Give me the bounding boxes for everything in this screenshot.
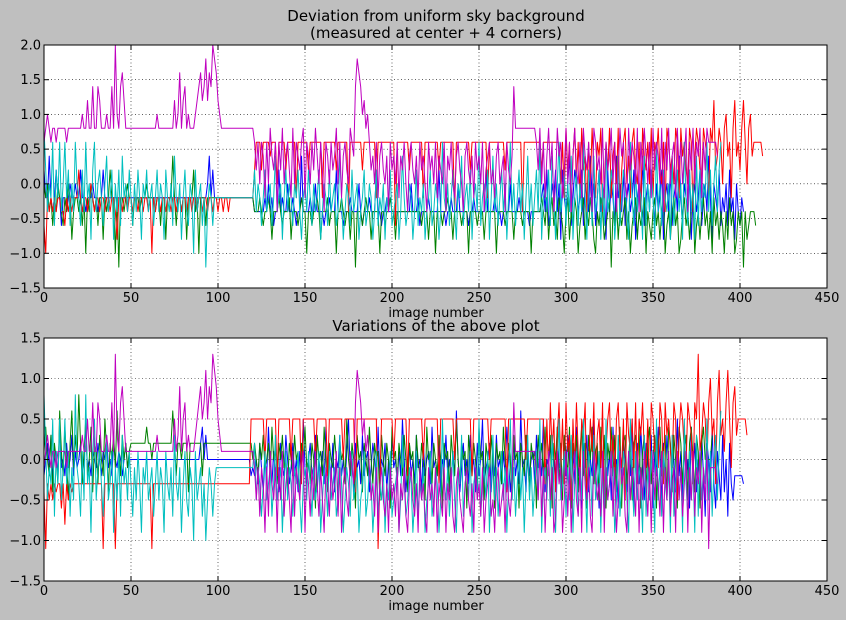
- variations-x-tick-label: 250: [467, 584, 492, 599]
- deviation-chart-subtitle: (measured at center + 4 corners): [310, 24, 562, 42]
- variations-lines: [43, 353, 748, 550]
- variations-y-tick-label: 0.5: [20, 413, 41, 428]
- deviation-y-tick-label: 1.0: [20, 108, 41, 123]
- deviation-x-tick-label: 250: [467, 291, 492, 306]
- variations-y-tick-label: −1.5: [9, 575, 41, 590]
- variations-x-tick-label: 450: [815, 584, 840, 599]
- deviation-x-tick-label: 100: [206, 291, 231, 306]
- deviation-y-tick-label: 2.0: [20, 39, 41, 54]
- variations-y-tick-label: 1.5: [20, 332, 41, 347]
- deviation-chart-title: Deviation from uniform sky background: [287, 7, 584, 25]
- variations-ticks: 0 50 100 150 200 250 300 350 400 450 −1.5 −1.0 −0.5 0…: [9, 332, 839, 600]
- deviation-plot-frame: [43, 44, 828, 289]
- variations-y-tick-label: 0.0: [20, 453, 41, 468]
- variations-x-axis-label: image number: [388, 599, 484, 614]
- deviation-x-tick-label: 50: [123, 291, 140, 306]
- variations-x-tick-label: 300: [554, 584, 579, 599]
- variations-y-tick-label: 1.0: [20, 372, 41, 387]
- deviation-series-2-line: [43, 100, 764, 254]
- variations-y-tick-label: −1.0: [9, 534, 41, 549]
- deviation-ticks: 0 50 100 150 200 250 300 350 400 450 −1.5 −1.0 −0.5 0…: [9, 39, 839, 307]
- deviation-x-tick-label: 400: [728, 291, 753, 306]
- deviation-x-tick-label: 0: [40, 291, 48, 306]
- variations-x-tick-label: 0: [40, 584, 48, 599]
- deviation-y-tick-label: 0.0: [20, 177, 41, 192]
- deviation-chart: Deviation from uniform sky background (m…: [9, 7, 839, 321]
- deviation-y-tick-label: 0.5: [20, 143, 41, 158]
- deviation-x-tick-label: 450: [815, 291, 840, 306]
- deviation-series-3-line: [43, 128, 722, 268]
- deviation-series-4-line: [43, 44, 718, 213]
- deviation-x-tick-label: 350: [641, 291, 666, 306]
- deviation-x-axis-label: image number: [388, 306, 484, 321]
- deviation-y-tick-label: 1.5: [20, 73, 41, 88]
- deviation-x-tick-label: 150: [293, 291, 318, 306]
- deviation-x-tick-label: 200: [380, 291, 405, 306]
- variations-y-tick-label: −0.5: [9, 494, 41, 509]
- variations-series-1-line: [43, 394, 713, 509]
- variations-chart: Variations of the above plot 0 50 100 150 20…: [9, 317, 839, 614]
- deviation-y-tick-label: −0.5: [9, 212, 41, 227]
- deviation-grid: [44, 45, 827, 288]
- deviation-y-tick-label: −1.0: [9, 247, 41, 262]
- variations-x-tick-label: 200: [380, 584, 405, 599]
- variations-x-tick-label: 400: [728, 584, 753, 599]
- deviation-x-tick-label: 300: [554, 291, 579, 306]
- variations-x-tick-label: 50: [123, 584, 140, 599]
- variations-chart-title: Variations of the above plot: [332, 317, 539, 335]
- deviation-lines: [43, 44, 764, 268]
- variations-series-4-line: [43, 353, 718, 550]
- variations-x-tick-label: 150: [293, 584, 318, 599]
- variations-x-tick-label: 350: [641, 584, 666, 599]
- deviation-y-tick-label: −1.5: [9, 282, 41, 297]
- variations-x-tick-label: 100: [206, 584, 231, 599]
